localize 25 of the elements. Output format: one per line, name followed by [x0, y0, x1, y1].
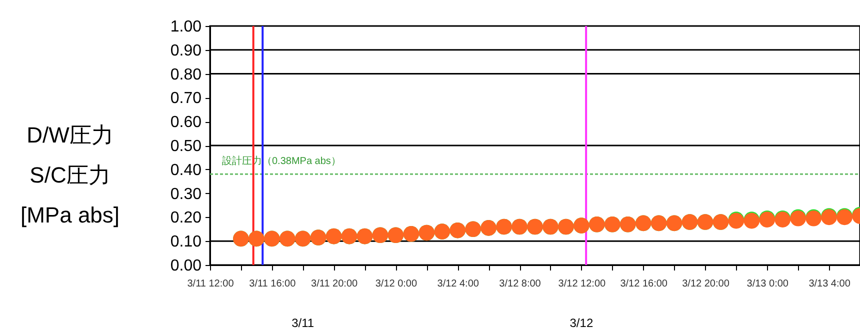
x-tick-label: 3/12 16:00 [620, 278, 668, 290]
y-tick-label: 0.00 [170, 258, 202, 274]
x-tick-label: 3/13 0:00 [746, 278, 789, 290]
x-tick-label: 3/11 16:00 [249, 278, 296, 290]
y-tick-label: 0.80 [170, 66, 202, 84]
x-tick-label: 3/12 12:00 [558, 278, 606, 290]
x-tick-label: 3/12 20:00 [682, 278, 730, 290]
x-tick-label: 3/11 20:00 [311, 278, 358, 290]
y-tick-label: 0.90 [170, 42, 202, 60]
x-tick-label: 3/13 4:00 [808, 278, 851, 290]
x-tick-label: 3/12 4:00 [437, 278, 480, 290]
x-tick-label: 3/12 0:00 [375, 278, 418, 290]
text: 3/12 [570, 316, 594, 330]
y-tick-label: 0.40 [170, 162, 202, 179]
y-tick-label: 1.00 [170, 18, 202, 36]
text: 3/11 [292, 316, 314, 330]
y-tick-label: 0.50 [170, 138, 202, 155]
y-tick-label: 0.60 [170, 114, 202, 132]
y-tick-label: 0.70 [170, 90, 202, 108]
y-tick-label: 0.10 [170, 234, 202, 251]
y-tick-label: 0.30 [170, 186, 202, 203]
x-tick-label: 3/11 12:00 [187, 278, 234, 290]
y-axis-title: D/W圧力 S/C圧力 [MPa abs] [20, 122, 120, 228]
x-tick-label: 3/12 8:00 [499, 278, 542, 290]
y-tick-label: 0.20 [170, 210, 202, 227]
